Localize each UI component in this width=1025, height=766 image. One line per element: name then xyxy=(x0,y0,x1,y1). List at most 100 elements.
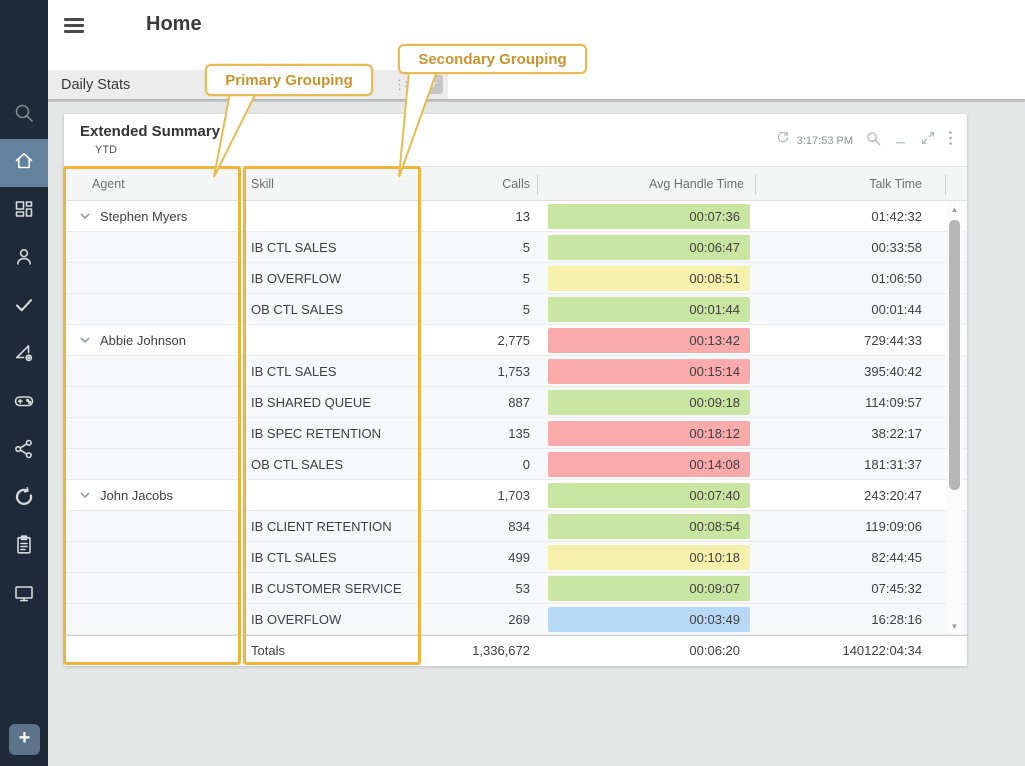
secondary-grouping-label: Secondary Grouping xyxy=(418,50,567,68)
tab-close-icon[interactable]: × xyxy=(404,76,413,93)
share-icon xyxy=(12,437,36,466)
column-header-avg-handle-time[interactable]: Avg Handle Time xyxy=(538,174,756,195)
talk-cell: 82:44:45 xyxy=(871,549,922,565)
sidebar-add-button[interactable]: + xyxy=(9,724,40,755)
skill-cell-label: OB CTL SALES xyxy=(251,301,343,317)
calls-cell: 5 xyxy=(522,301,530,317)
calls-cell: 887 xyxy=(508,394,530,410)
column-header-agent[interactable]: Agent xyxy=(92,176,125,191)
skill-cell-label: IB CLIENT RETENTION xyxy=(251,518,392,534)
hamburger-menu-icon[interactable] xyxy=(64,18,84,34)
checkmark-icon xyxy=(12,293,36,322)
sidebar-item-sync[interactable] xyxy=(0,475,48,523)
calls-cell: 53 xyxy=(515,580,530,596)
sidebar-item-dashboards[interactable] xyxy=(0,187,48,235)
talk-cell: 395:40:42 xyxy=(864,363,922,379)
aht-chip: 00:10:18 xyxy=(548,544,750,570)
add-tab-button[interactable]: + xyxy=(424,75,443,94)
table-row: IB CTL SALES 499 00:10:18 82:44:45 xyxy=(64,542,967,573)
column-header-skill[interactable]: Skill xyxy=(251,176,274,191)
table-row: Abbie Johnson 2,775 00:13:42 729:44:33 xyxy=(64,325,967,356)
table-row: Stephen Myers 13 00:07:36 01:42:32 xyxy=(64,201,967,232)
table-row: IB SHARED QUEUE 887 00:09:18 114:09:57 xyxy=(64,387,967,418)
table-row: IB OVERFLOW 5 00:08:51 01:06:50 xyxy=(64,263,967,294)
home-icon xyxy=(12,149,36,178)
calls-cell: 0 xyxy=(522,456,530,472)
last-refreshed-time: 3:17:53 PM xyxy=(796,134,853,147)
sidebar-item-gamification[interactable] xyxy=(0,379,48,427)
talk-cell: 00:33:58 xyxy=(871,239,922,255)
sidebar-item-wallboards[interactable] xyxy=(0,571,48,619)
extended-summary-card: Extended Summary YTD 3:17:53 PM Agent Sk… xyxy=(64,114,967,666)
talk-cell: 729:44:33 xyxy=(864,332,922,348)
table-row: IB CLIENT RETENTION 834 00:08:54 119:09:… xyxy=(64,511,967,542)
aht-chip: 00:18:12 xyxy=(548,420,750,446)
skill-cell-label: IB CTL SALES xyxy=(251,239,337,255)
page-title: Home xyxy=(146,13,202,35)
totals-calls: 1,336,672 xyxy=(472,643,530,658)
search-icon[interactable] xyxy=(866,131,881,151)
aht-chip: 00:09:07 xyxy=(548,575,750,601)
scroll-down-icon[interactable]: ▼ xyxy=(950,622,959,631)
sidebar-item-search[interactable] xyxy=(0,91,48,139)
skill-cell-label: IB CUSTOMER SERVICE xyxy=(251,580,402,596)
aht-chip: 00:01:44 xyxy=(548,296,750,322)
aht-chip: 00:07:36 xyxy=(548,203,750,229)
content-divider xyxy=(48,99,1025,102)
talk-cell: 16:28:16 xyxy=(871,611,922,627)
column-header-calls[interactable]: Calls xyxy=(419,174,538,195)
table-row: IB CTL SALES 5 00:06:47 00:33:58 xyxy=(64,232,967,263)
aht-chip: 00:03:49 xyxy=(548,606,750,632)
sidebar: + xyxy=(0,0,48,766)
aht-chip: 00:14:08 xyxy=(548,451,750,477)
table-row: OB CTL SALES 0 00:14:08 181:31:37 xyxy=(64,449,967,480)
expand-icon[interactable] xyxy=(921,131,935,150)
scrollbar-thumb[interactable] xyxy=(949,220,960,490)
secondary-grouping-callout: Secondary Grouping xyxy=(398,44,587,74)
clipboard-icon xyxy=(12,533,36,562)
calls-cell: 269 xyxy=(508,611,530,627)
tab-daily-stats[interactable]: Daily Stats xyxy=(61,76,131,93)
calls-cell: 1,703 xyxy=(497,487,530,503)
sidebar-item-home[interactable] xyxy=(0,139,48,187)
aht-chip: 00:09:18 xyxy=(548,389,750,415)
aht-chip: 00:13:42 xyxy=(548,327,750,353)
talk-cell: 114:09:57 xyxy=(865,394,922,410)
chevron-down-icon[interactable] xyxy=(78,333,92,347)
vertical-scrollbar[interactable]: ▲ ▼ xyxy=(947,203,962,634)
minimize-icon[interactable] xyxy=(894,131,908,150)
plus-icon: + xyxy=(18,727,31,749)
card-title: Extended Summary xyxy=(80,123,221,140)
skill-cell-label: IB SPEC RETENTION xyxy=(251,425,382,441)
kebab-menu-icon[interactable] xyxy=(948,130,953,151)
column-header-talk-time[interactable]: Talk Time xyxy=(756,174,946,195)
agent-cell-label: John Jacobs xyxy=(100,487,173,503)
person-icon xyxy=(12,245,36,274)
table-body: Stephen Myers 13 00:07:36 01:42:32 IB CT… xyxy=(64,201,967,635)
chevron-down-icon[interactable] xyxy=(78,488,92,502)
sync-icon xyxy=(12,485,36,514)
skill-cell-label: OB CTL SALES xyxy=(251,456,343,472)
aht-chip: 00:08:51 xyxy=(548,265,750,291)
talk-cell: 119:09:06 xyxy=(865,518,922,534)
sidebar-item-share[interactable] xyxy=(0,427,48,475)
talk-cell: 243:20:47 xyxy=(864,487,922,503)
sidebar-item-agents[interactable] xyxy=(0,235,48,283)
totals-avg-handle-time: 00:06:20 xyxy=(689,643,740,658)
skill-cell-label: IB SHARED QUEUE xyxy=(251,394,371,410)
chevron-down-icon[interactable] xyxy=(78,209,92,223)
pointer-gear-icon xyxy=(12,341,36,370)
calls-cell: 5 xyxy=(522,270,530,286)
totals-talk-time: 140122:04:34 xyxy=(842,643,922,658)
talk-cell: 181:31:37 xyxy=(864,456,922,472)
table-row: IB SPEC RETENTION 135 00:18:12 38:22:17 xyxy=(64,418,967,449)
sidebar-item-reports[interactable] xyxy=(0,523,48,571)
aht-chip: 00:07:40 xyxy=(548,482,750,508)
agent-cell-label: Stephen Myers xyxy=(100,208,188,224)
calls-cell: 135 xyxy=(508,425,530,441)
sidebar-item-tasks[interactable] xyxy=(0,283,48,331)
sidebar-item-automation[interactable] xyxy=(0,331,48,379)
scroll-up-icon[interactable]: ▲ xyxy=(950,205,959,214)
totals-row: Totals 1,336,672 00:06:20 140122:04:34 xyxy=(64,635,967,665)
refresh-icon[interactable] xyxy=(776,131,790,150)
